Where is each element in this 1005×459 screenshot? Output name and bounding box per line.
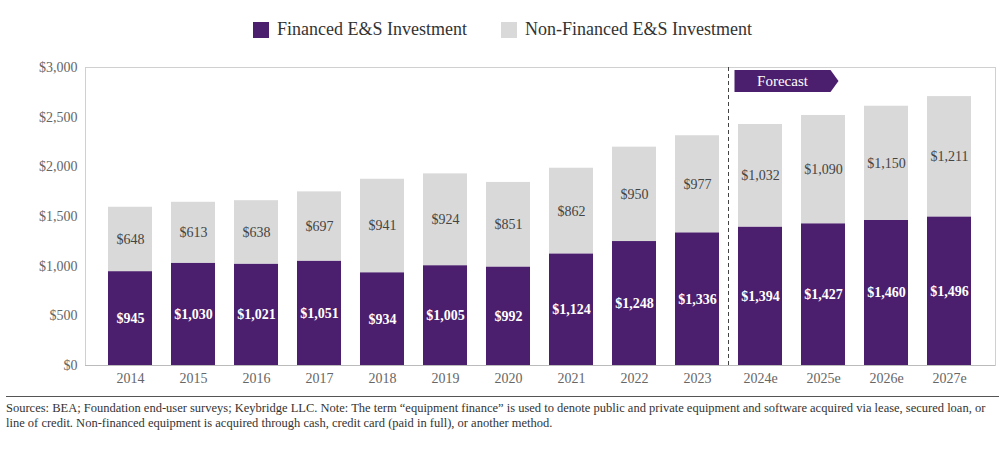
html-text:Sources: BEA; Foundation end-u: Sources: BEA; Foundation end-user survey… <box>6 401 986 430</box>
svg-text:$1,427: $1,427 <box>804 287 843 302</box>
svg-text:$638: $638 <box>243 225 271 240</box>
svg-text:2022: 2022 <box>621 371 649 386</box>
svg-text:$613: $613 <box>180 225 208 240</box>
svg-text:$1,021: $1,021 <box>237 307 276 322</box>
svg-text:$1,030: $1,030 <box>174 307 213 322</box>
svg-text:$1,394: $1,394 <box>741 289 780 304</box>
svg-text:$1,032: $1,032 <box>741 168 780 183</box>
svg-text:$934: $934 <box>369 312 397 327</box>
svg-text:$2,500: $2,500 <box>39 110 78 125</box>
svg-text:$851: $851 <box>495 217 523 232</box>
svg-text:2019: 2019 <box>432 371 460 386</box>
svg-text:$992: $992 <box>495 309 523 324</box>
html-text:Non-Financed E&S Investment: Non-Financed E&S Investment <box>525 19 752 39</box>
svg-text:2024e: 2024e <box>743 371 777 386</box>
svg-text:$945: $945 <box>117 311 145 326</box>
svg-text:$1,248: $1,248 <box>615 296 654 311</box>
svg-text:$1,460: $1,460 <box>867 285 906 300</box>
svg-text:$862: $862 <box>558 204 586 219</box>
svg-text:$924: $924 <box>432 212 460 227</box>
svg-text:2021: 2021 <box>558 371 586 386</box>
svg-text:$1,150: $1,150 <box>867 156 906 171</box>
html-text:Financed E&S Investment: Financed E&S Investment <box>277 19 467 39</box>
svg-text:$950: $950 <box>621 187 649 202</box>
svg-text:$1,500: $1,500 <box>39 209 78 224</box>
svg-text:$977: $977 <box>684 177 712 192</box>
svg-text:$697: $697 <box>306 219 334 234</box>
svg-text:$941: $941 <box>369 218 397 233</box>
svg-text:2027e: 2027e <box>932 371 966 386</box>
svg-text:2018: 2018 <box>369 371 397 386</box>
svg-text:$648: $648 <box>117 232 145 247</box>
svg-text:2020: 2020 <box>495 371 523 386</box>
svg-text:$1,005: $1,005 <box>426 308 465 323</box>
svg-text:2014: 2014 <box>117 371 145 386</box>
svg-text:$3,000: $3,000 <box>39 60 78 75</box>
svg-text:Forecast: Forecast <box>757 73 809 89</box>
svg-text:2017: 2017 <box>306 371 334 386</box>
svg-text:$1,496: $1,496 <box>930 284 969 299</box>
svg-text:$0: $0 <box>64 358 78 373</box>
svg-text:$1,211: $1,211 <box>931 149 969 164</box>
svg-text:$2,000: $2,000 <box>39 159 78 174</box>
svg-text:$1,000: $1,000 <box>39 259 78 274</box>
svg-text:$500: $500 <box>50 308 78 323</box>
svg-text:2015: 2015 <box>180 371 208 386</box>
svg-text:$1,336: $1,336 <box>678 292 717 307</box>
svg-text:2026e: 2026e <box>869 371 903 386</box>
svg-text:2016: 2016 <box>243 371 271 386</box>
svg-text:$1,090: $1,090 <box>804 162 843 177</box>
svg-text:2023: 2023 <box>684 371 712 386</box>
svg-text:$1,051: $1,051 <box>300 306 339 321</box>
svg-text:$1,124: $1,124 <box>552 302 591 317</box>
svg-text:2025e: 2025e <box>806 371 840 386</box>
